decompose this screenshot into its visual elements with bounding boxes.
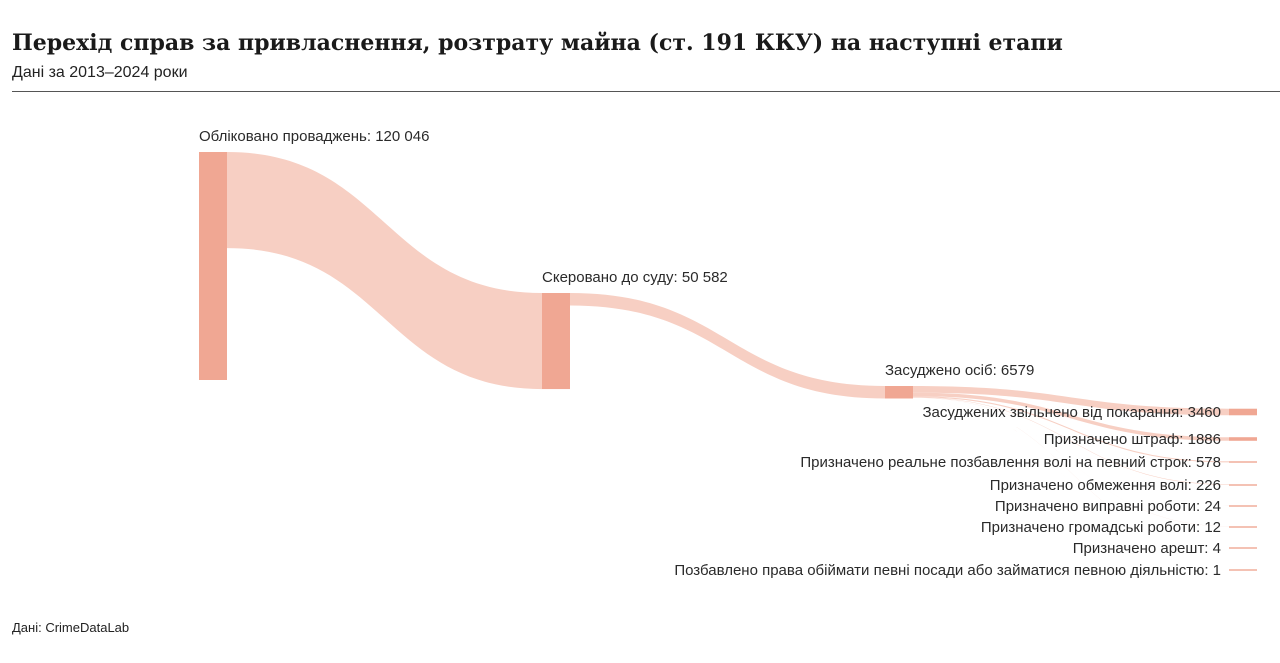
sankey-outcome-node-6 <box>1229 526 1257 528</box>
sankey-outcome-node-4 <box>1229 484 1257 486</box>
sankey-outcome-label-6: Призначено громадські роботи: 12 <box>981 519 1221 536</box>
sankey-outcome-label-5: Призначено виправні роботи: 24 <box>995 498 1221 515</box>
sankey-node-label-convicted: Засуджено осіб: 6579 <box>885 362 1034 379</box>
sankey-outcome-node-1 <box>1229 408 1257 416</box>
sankey-link-outcome-2 <box>913 392 1229 441</box>
sankey-node-convicted <box>885 386 913 399</box>
sankey-link-outcome-7 <box>913 397 1229 548</box>
sankey-labels: Обліковано проваджень: 120 046 Скеровано … <box>199 128 1221 579</box>
sankey-link-court-convicted <box>570 293 885 399</box>
sankey-link-outcome-1 <box>913 386 1229 416</box>
sankey-outcome-label-2: Призначено штраф: 1886 <box>1044 431 1221 448</box>
sankey-outcome-label-8: Позбавлено права обіймати певні посади а… <box>674 562 1221 579</box>
sankey-outcome-node-7 <box>1229 547 1257 549</box>
sankey-outcome-node-8 <box>1229 569 1257 571</box>
sankey-link-outcome-5 <box>913 397 1229 506</box>
sankey-link-outcome-6 <box>913 397 1229 527</box>
sankey-outcome-node-2 <box>1229 437 1257 441</box>
sankey-outcome-node-5 <box>1229 505 1257 507</box>
sankey-node-label-registered: Обліковано проваджень: 120 046 <box>199 128 429 145</box>
sankey-outcome-label-7: Призначено арешт: 4 <box>1073 540 1221 557</box>
data-source: Дані: CrimeDataLab <box>12 620 130 635</box>
sankey-outcome-label-1: Засуджених звільнено від покарання: 3460 <box>922 404 1221 421</box>
sankey-nodes <box>199 152 1257 571</box>
sankey-outcome-node-3 <box>1229 461 1257 463</box>
chart-subtitle: Дані за 2013–2024 роки <box>12 64 188 81</box>
sankey-node-court <box>542 293 570 390</box>
sankey-link-outcome-8 <box>913 397 1229 570</box>
sankey-node-registered <box>199 152 227 380</box>
chart-title: Перехід справ за привласнення, розтрату … <box>12 30 1063 56</box>
title-divider <box>12 91 1280 92</box>
sankey-node-label-court: Скеровано до суду: 50 582 <box>542 269 728 286</box>
sankey-outcome-label-4: Призначено обмеження волі: 226 <box>990 477 1221 494</box>
sankey-link-outcome-4 <box>913 397 1229 485</box>
sankey-link-outcome-3 <box>913 396 1229 463</box>
sankey-outcome-label-3: Призначено реальне позбавлення волі на п… <box>800 454 1221 471</box>
sankey-links <box>227 152 1229 570</box>
sankey-link-registered-court <box>227 152 542 390</box>
